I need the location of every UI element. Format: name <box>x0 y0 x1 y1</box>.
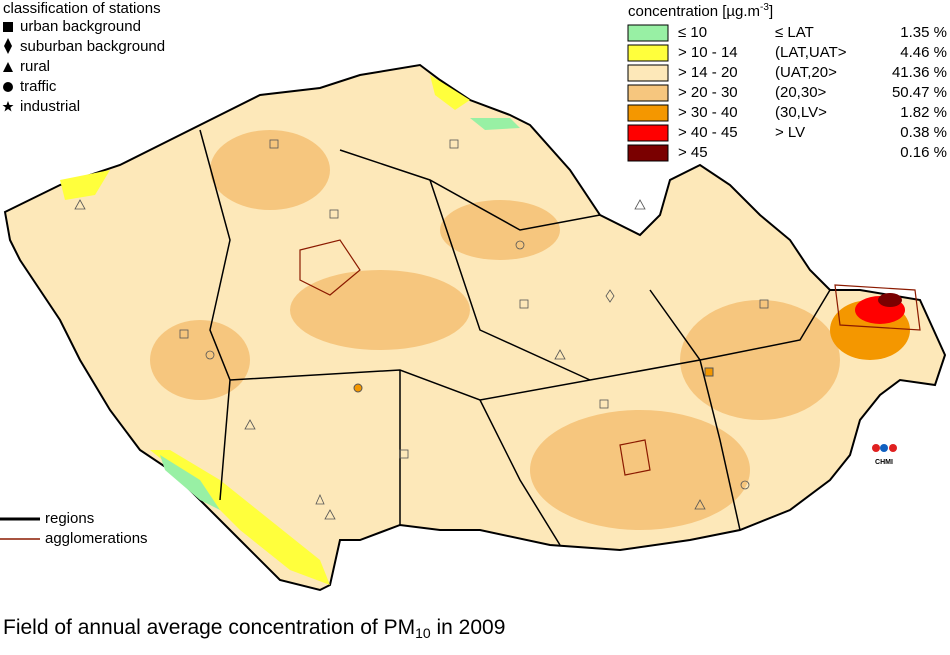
legend-share: 0.38 % <box>900 124 947 141</box>
legend-swatch <box>627 24 669 42</box>
concentration-patch <box>470 118 520 130</box>
concentration-patch <box>440 200 560 260</box>
legend-range: > 10 - 14 <box>678 44 738 61</box>
legend-share: 50.47 % <box>892 84 947 101</box>
concentration-patch <box>290 270 470 350</box>
legend-range: > 45 <box>678 144 708 161</box>
legend-share: 0.16 % <box>900 144 947 161</box>
legend-range: > 14 - 20 <box>678 64 738 81</box>
stations <box>74 139 769 520</box>
legend-item: rural <box>20 58 50 75</box>
title-sup: -3 <box>760 2 769 13</box>
title-end: ] <box>769 3 773 20</box>
legend-range: > 40 - 45 <box>678 124 738 141</box>
legend-share: 1.35 % <box>900 24 947 41</box>
legend-item: regions <box>45 510 94 527</box>
legend-swatch <box>627 84 669 102</box>
legend-range: > 20 - 30 <box>678 84 738 101</box>
concentration-legend: concentration [µg.m-3] ≤ 10 ≤ LAT 1.35 % > … <box>627 2 947 162</box>
legend-title: concentration [µg.m-3] <box>628 2 773 20</box>
stations-legend: classification of stations urban backgro… <box>2 0 165 115</box>
region-borders <box>199 129 831 546</box>
concentration-patch <box>160 455 220 510</box>
symbol-industrial <box>2 101 14 112</box>
symbol-suburban <box>4 38 12 54</box>
legend-class: (LAT,UAT> <box>775 44 847 61</box>
concentration-patch <box>150 320 250 400</box>
legend-item: traffic <box>20 78 57 95</box>
title-text: concentration [µg.m <box>628 3 760 20</box>
chmi-logo: CHMI <box>872 444 897 466</box>
caption-text: Field of annual average concentration of… <box>3 616 415 639</box>
logo-text: CHMI <box>875 459 893 466</box>
legend-swatch <box>627 64 669 82</box>
legend-class: (30,LV> <box>775 104 827 121</box>
legend-share: 1.82 % <box>900 104 947 121</box>
legend-title: classification of stations <box>3 0 161 17</box>
legend-swatch <box>627 144 669 162</box>
concentration-patch <box>878 293 902 307</box>
legend-share: 41.36 % <box>892 64 947 81</box>
concentration-patch <box>430 75 470 110</box>
legend-item: industrial <box>20 98 80 115</box>
legend-share: 4.46 % <box>900 44 947 61</box>
legend-swatch <box>627 124 669 142</box>
concentration-patch <box>680 300 840 420</box>
legend-range: ≤ 10 <box>678 24 707 41</box>
legend-class: ≤ LAT <box>775 24 814 41</box>
symbol-urban <box>3 22 13 32</box>
legend-range: > 30 - 40 <box>678 104 738 121</box>
caption: Field of annual average concentration of… <box>3 616 505 641</box>
legend-item: agglomerations <box>45 530 148 547</box>
legend-item: urban background <box>20 18 141 35</box>
legend-class: > LV <box>775 124 805 141</box>
lines-legend: regions agglomerations <box>0 510 148 547</box>
agglomerations <box>299 239 921 476</box>
legend-class: (UAT,20> <box>775 64 837 81</box>
map: CHMI <box>3 63 947 592</box>
legend-swatch <box>627 44 669 62</box>
caption-sub: 10 <box>415 625 431 641</box>
caption-end: in 2009 <box>431 616 506 639</box>
symbol-traffic <box>3 82 13 92</box>
legend-swatch <box>627 104 669 122</box>
concentration-patch <box>60 170 110 200</box>
symbol-rural <box>3 62 13 72</box>
legend-item: suburban background <box>20 38 165 55</box>
legend-class: (20,30> <box>775 84 827 101</box>
concentration-patch <box>210 130 330 210</box>
concentration-patch <box>530 410 750 530</box>
